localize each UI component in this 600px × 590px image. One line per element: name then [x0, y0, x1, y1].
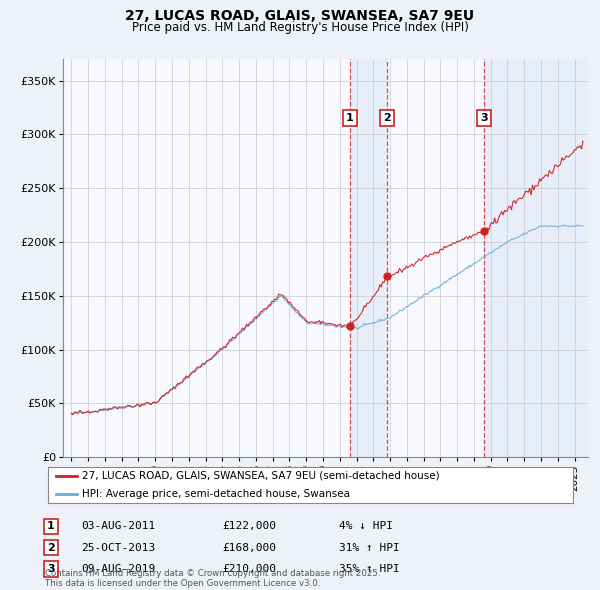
- Text: 2: 2: [383, 113, 391, 123]
- Text: 2: 2: [47, 543, 55, 552]
- Text: 03-AUG-2011: 03-AUG-2011: [81, 522, 155, 531]
- Text: HPI: Average price, semi-detached house, Swansea: HPI: Average price, semi-detached house,…: [82, 489, 350, 499]
- Text: 27, LUCAS ROAD, GLAIS, SWANSEA, SA7 9EU (semi-detached house): 27, LUCAS ROAD, GLAIS, SWANSEA, SA7 9EU …: [82, 471, 440, 481]
- Text: 27, LUCAS ROAD, GLAIS, SWANSEA, SA7 9EU: 27, LUCAS ROAD, GLAIS, SWANSEA, SA7 9EU: [125, 9, 475, 23]
- Text: 31% ↑ HPI: 31% ↑ HPI: [339, 543, 400, 552]
- Text: Contains HM Land Registry data © Crown copyright and database right 2025.
This d: Contains HM Land Registry data © Crown c…: [45, 569, 380, 588]
- Text: 09-AUG-2019: 09-AUG-2019: [81, 564, 155, 573]
- Text: 1: 1: [346, 113, 353, 123]
- Text: 4% ↓ HPI: 4% ↓ HPI: [339, 522, 393, 531]
- Text: 3: 3: [47, 564, 55, 573]
- Text: 25-OCT-2013: 25-OCT-2013: [81, 543, 155, 552]
- Text: 35% ↑ HPI: 35% ↑ HPI: [339, 564, 400, 573]
- Text: £122,000: £122,000: [222, 522, 276, 531]
- Bar: [350, 59, 387, 457]
- Text: £168,000: £168,000: [222, 543, 276, 552]
- Text: £210,000: £210,000: [222, 564, 276, 573]
- Text: 1: 1: [47, 522, 55, 531]
- Bar: [484, 59, 588, 457]
- Text: Price paid vs. HM Land Registry's House Price Index (HPI): Price paid vs. HM Land Registry's House …: [131, 21, 469, 34]
- Text: 3: 3: [480, 113, 488, 123]
